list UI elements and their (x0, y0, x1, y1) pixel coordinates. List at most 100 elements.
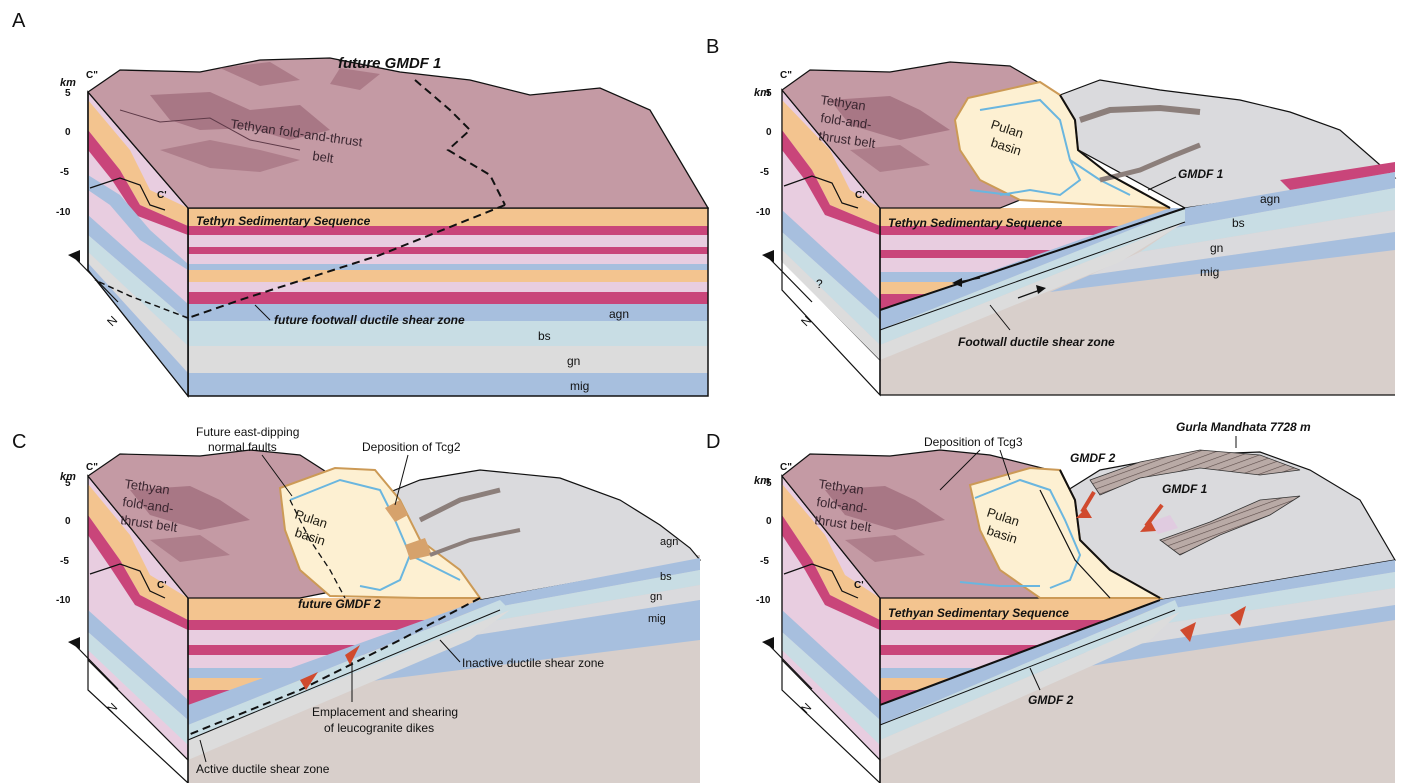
gmdf2-d: GMDF 2 (1070, 451, 1116, 465)
section-top-c: C" (86, 462, 98, 473)
deposition-d: Deposition of Tcg3 (924, 435, 1023, 449)
gmdf1-d: GMDF 1 (1162, 482, 1208, 496)
panel-c: C (12, 425, 702, 783)
future-gmdf1-a: future GMDF 1 (338, 55, 441, 72)
emplacement-c-line2: of leucogranite dikes (324, 721, 434, 735)
shear-zone-b: Footwall ductile shear zone (958, 335, 1115, 349)
query-b: ? (816, 277, 823, 291)
dike-c2 (300, 672, 318, 690)
future-faults-c-line1: Future east-dipping (196, 425, 299, 439)
tick-5-d: 5 (766, 478, 772, 489)
layer-agn-label-c: agn (660, 536, 678, 548)
sequence-a: Tethyn Sedimentary Sequence (196, 214, 371, 228)
gmdf1-b: GMDF 1 (1178, 167, 1224, 181)
lilac-patch-d (1150, 515, 1178, 534)
section-top-a: C" (86, 70, 98, 81)
north-label-c: N (104, 700, 120, 716)
peak-d: Gurla Mandhata 7728 m (1176, 420, 1311, 434)
section-mid-b: C' (855, 190, 865, 201)
north-arrow-a (68, 250, 80, 262)
tick-5-a: 5 (65, 88, 71, 99)
tick-5-b: 5 (766, 88, 772, 99)
tick-0-a: 0 (65, 127, 71, 138)
panel-d: D (706, 420, 1396, 783)
layer-gn-label-b: gn (1210, 241, 1223, 255)
fold-belt-b-line2: fold-and- (820, 110, 873, 132)
section-mid-d: C' (854, 580, 864, 591)
future-faults-c-line2: normal faults (208, 440, 277, 454)
emplacement-c-line1: Emplacement and shearing (312, 705, 458, 719)
panel-a-top-surface (87, 57, 710, 209)
tick-0-b: 0 (766, 127, 772, 138)
north-label-b: N (798, 313, 814, 329)
dike-c1 (345, 645, 360, 665)
future-gmdf1-trace-a (414, 79, 506, 206)
dike-d2 (1230, 606, 1246, 626)
north-line-c (74, 644, 119, 690)
ridge-d1 (1089, 449, 1301, 496)
layer-bs-a (188, 321, 708, 346)
layer-gn-label-c: gn (650, 591, 662, 603)
north-line-d (768, 644, 813, 690)
tick-0-c: 0 (65, 516, 71, 527)
layer-gn-a (188, 346, 708, 373)
layer-mig-a (188, 373, 708, 396)
km-label-a: km (60, 77, 76, 89)
section-top-b: C" (780, 70, 792, 81)
layer-bs-label-b: bs (1232, 216, 1245, 230)
shear-arrow-b2 (1017, 289, 1041, 299)
fold-belt-d-line2: fold-and- (816, 494, 869, 516)
panel-b: B (706, 36, 1397, 397)
deposition-c: Deposition of Tcg2 (362, 440, 461, 454)
section-mid-c: C' (157, 580, 167, 591)
north-arrow-b (762, 250, 774, 262)
tick-0-d: 0 (766, 516, 772, 527)
section-top-d: C" (780, 462, 792, 473)
active-shear-c: Active ductile shear zone (196, 762, 330, 776)
fold-belt-d-line1: Tethyan (818, 476, 865, 497)
layer-mig-label-a: mig (570, 379, 589, 393)
layer-agn-a (188, 304, 708, 321)
dike-d1 (1180, 622, 1196, 642)
north-line-a (74, 257, 119, 303)
red-arrow-d1 (1080, 490, 1096, 514)
layer-agn-label-b: agn (1260, 192, 1280, 206)
river-c (289, 478, 412, 592)
north-arrow-d (762, 637, 774, 649)
north-label-a: N (104, 313, 120, 329)
panel-a-front-face (187, 207, 709, 397)
km-label-b: km (754, 87, 770, 99)
sequence-b: Tethyn Sedimentary Sequence (888, 216, 1063, 230)
river-b (979, 98, 1082, 197)
panel-a: A (12, 10, 710, 398)
panel-a-letter: A (12, 10, 26, 32)
river-d (974, 478, 1082, 589)
layer-gn-label-a: gn (567, 354, 580, 368)
tcg2-deposit-c (385, 500, 408, 522)
north-line-b (768, 257, 813, 303)
north-label-d: N (798, 700, 814, 716)
panel-d-letter: D (706, 431, 720, 453)
panel-a-side-face (87, 90, 189, 398)
north-arrow-c (68, 637, 80, 649)
panel-b-letter: B (706, 36, 719, 58)
fold-belt-b-line1: Tethyan (820, 92, 867, 113)
km-label-c: km (60, 471, 76, 483)
tick-m5-b: -5 (760, 167, 769, 178)
layer-mig-label-b: mig (1200, 265, 1219, 279)
km-label-d: km (754, 475, 770, 487)
panel-c-letter: C (12, 431, 26, 453)
shear-zone-a: future footwall ductile shear zone (274, 313, 465, 327)
tick-m5-c: -5 (60, 556, 69, 567)
section-mid-a: C' (157, 190, 167, 201)
inactive-shear-c: Inactive ductile shear zone (462, 656, 604, 670)
layer-bs-label-c: bs (660, 571, 672, 583)
sequence-d: Tethyan Sedimentary Sequence (888, 606, 1069, 620)
tick-m10-c: -10 (56, 595, 71, 606)
fold-belt-a-line2: belt (312, 148, 335, 166)
fold-belt-c-line2: fold-and- (122, 494, 175, 516)
tick-m10-a: -10 (56, 207, 71, 218)
layer-bs-label-a: bs (538, 329, 551, 343)
fold-belt-c-line1: Tethyan (124, 476, 171, 497)
